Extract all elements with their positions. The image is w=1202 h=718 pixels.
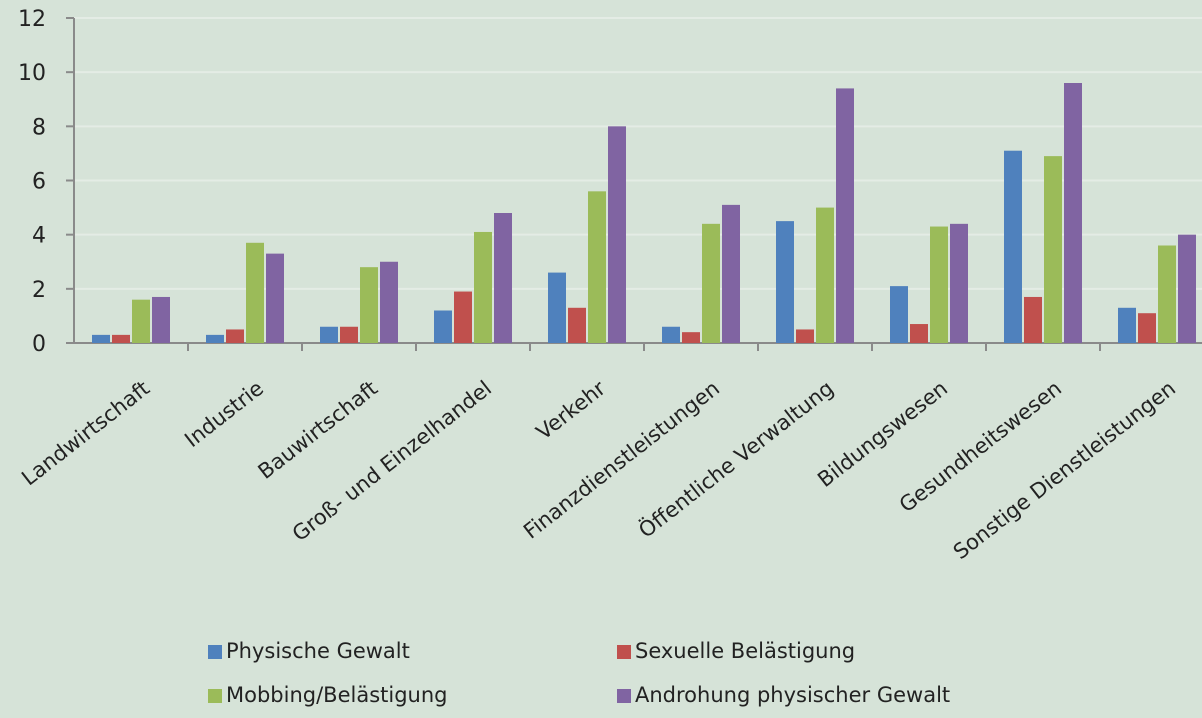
bar [360, 267, 378, 343]
bar [474, 231, 492, 343]
x-category-label: Sonstige Dienstleistungen [949, 376, 1180, 564]
bar [548, 272, 566, 343]
bar [568, 307, 586, 343]
bar [836, 88, 854, 344]
bar [1178, 234, 1196, 343]
y-tick-label: 6 [32, 170, 46, 195]
bar [1024, 296, 1042, 343]
bar [266, 253, 284, 343]
bar [132, 299, 150, 343]
bar [662, 326, 680, 343]
x-category-label: Finanzdienstleistungen [519, 376, 724, 544]
y-tick-label: 2 [32, 278, 46, 303]
bar [152, 296, 170, 343]
legend-entry: Mobbing/Belästigung [226, 683, 448, 707]
bar [1044, 156, 1062, 343]
bar [92, 334, 110, 343]
bar [494, 213, 512, 343]
bar [816, 207, 834, 343]
y-tick-label: 4 [32, 224, 46, 249]
legend-swatch [208, 645, 222, 659]
bar [682, 332, 700, 343]
bar [890, 286, 908, 343]
bar [226, 329, 244, 343]
bar [340, 326, 358, 343]
x-category-label: Öffentliche Verwaltung [634, 375, 838, 542]
bar [1064, 83, 1082, 343]
bar [1138, 313, 1156, 343]
legend-entry: Physische Gewalt [226, 639, 410, 663]
bar [320, 326, 338, 343]
x-category-label: Verkehr [532, 376, 611, 445]
bar [588, 191, 606, 343]
x-category-label: Landwirtschaft [17, 376, 154, 490]
bar [722, 204, 740, 343]
legend-entry: Sexuelle Belästigung [635, 639, 855, 663]
y-tick-label: 8 [32, 115, 46, 140]
bar [702, 223, 720, 343]
bar [1004, 150, 1022, 343]
legend-swatch [617, 645, 631, 659]
y-tick-label: 10 [18, 61, 46, 86]
legend-swatch [208, 689, 222, 703]
bar [930, 226, 948, 343]
bar [380, 261, 398, 343]
bar [434, 310, 452, 343]
bar [608, 126, 626, 343]
bar [112, 334, 130, 343]
bar [206, 334, 224, 343]
bar [454, 291, 472, 343]
bar [1158, 245, 1176, 343]
legend-entry: Androhung physischer Gewalt [635, 683, 950, 707]
bar [1118, 307, 1136, 343]
bar [246, 242, 264, 343]
bar [910, 324, 928, 343]
bar [796, 329, 814, 343]
bar [950, 223, 968, 343]
x-category-label: Groß- und Einzelhandel [288, 376, 496, 546]
legend-swatch [617, 689, 631, 703]
y-tick-label: 12 [18, 7, 46, 32]
y-tick-label: 0 [32, 332, 46, 357]
bar [776, 221, 794, 343]
x-category-label: Industrie [180, 376, 268, 452]
